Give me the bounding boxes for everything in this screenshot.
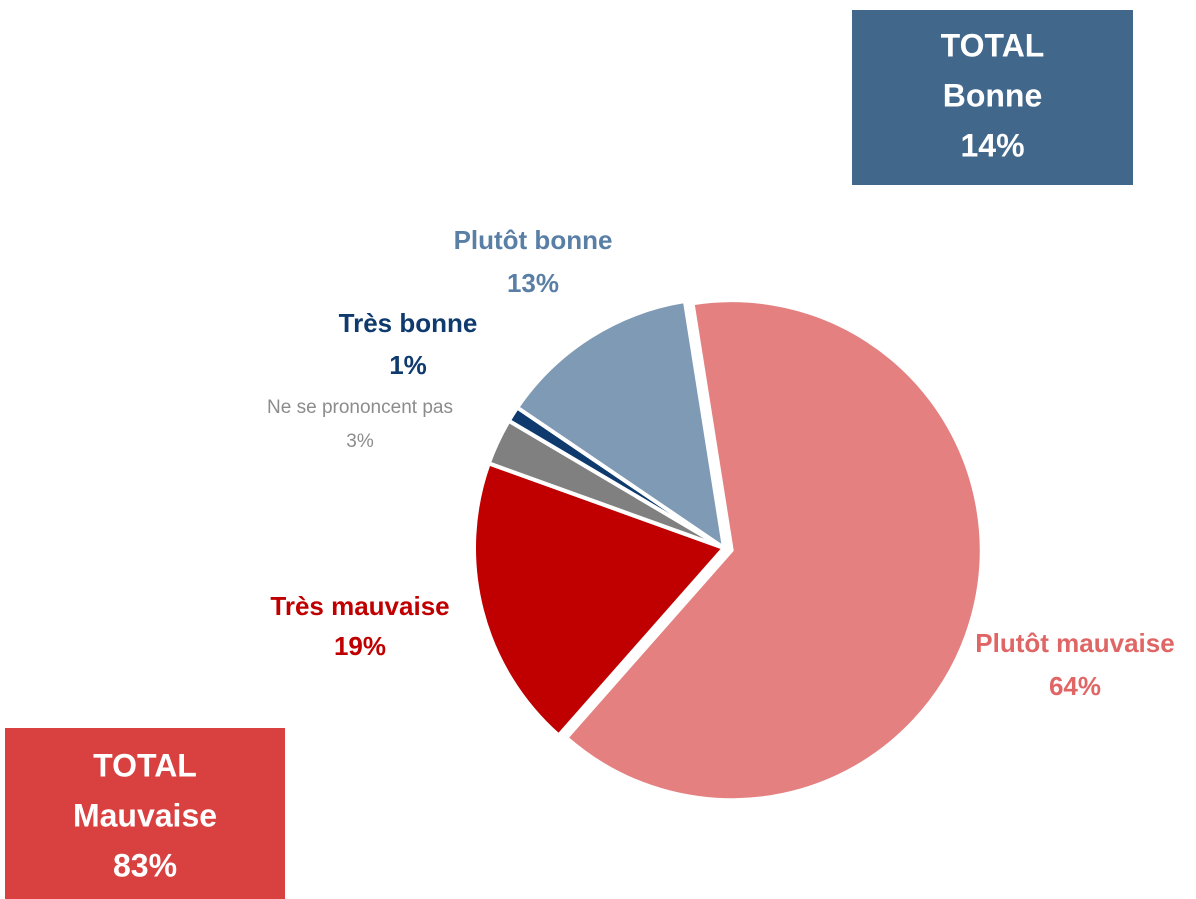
slice-value: 3%: [346, 431, 374, 452]
slice-label: Plutôt bonne: [454, 225, 613, 255]
total-text: TOTAL: [93, 747, 197, 783]
pie-slice: [472, 461, 726, 738]
slice-label: Ne se prononcent pas: [267, 397, 453, 418]
total-text: TOTAL: [941, 27, 1045, 63]
slice-value: 1%: [389, 350, 427, 380]
slice-label: Très bonne: [339, 308, 478, 338]
total-text: 83%: [113, 847, 177, 883]
total-text: 14%: [960, 127, 1024, 163]
total-box: [5, 728, 285, 899]
slice-label: Plutôt mauvaise: [975, 628, 1174, 658]
pie-slice: [564, 298, 984, 803]
pie-slice: [515, 299, 726, 550]
total-text: Mauvaise: [73, 797, 217, 833]
total-text: Bonne: [943, 77, 1043, 113]
slice-label: Très mauvaise: [270, 591, 449, 621]
slice-value: 13%: [507, 268, 559, 298]
slice-value: 64%: [1049, 671, 1101, 701]
slice-value: 19%: [334, 631, 386, 661]
total-box: [852, 10, 1133, 185]
